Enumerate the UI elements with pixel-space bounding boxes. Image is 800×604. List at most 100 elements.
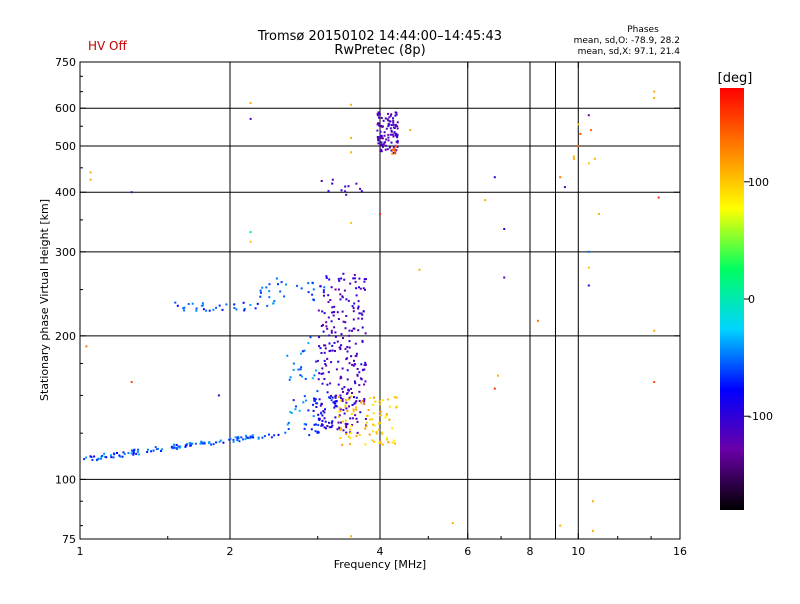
data-point <box>287 428 290 430</box>
data-point <box>381 145 384 148</box>
data-point <box>340 396 342 399</box>
data-point <box>388 418 391 421</box>
data-point <box>292 399 295 402</box>
data-point <box>299 368 302 371</box>
data-point <box>363 383 366 386</box>
data-point <box>249 435 252 438</box>
data-point <box>173 443 175 446</box>
data-point <box>273 434 276 437</box>
data-point <box>328 421 330 424</box>
data-point <box>202 442 205 445</box>
data-point <box>326 357 329 360</box>
y-tick-label: 500 <box>55 140 76 153</box>
data-point <box>322 372 325 375</box>
data-point <box>122 451 125 454</box>
data-point <box>359 287 362 290</box>
data-point <box>289 410 292 413</box>
data-point <box>388 116 391 119</box>
data-point <box>345 399 348 401</box>
data-point <box>311 377 314 380</box>
data-point <box>339 429 342 432</box>
data-point <box>337 318 340 320</box>
data-point <box>388 405 391 408</box>
data-point <box>395 396 398 399</box>
y-tick-label: 300 <box>55 246 76 259</box>
data-point <box>345 407 348 410</box>
data-point <box>341 295 344 298</box>
data-point <box>286 354 289 357</box>
data-point <box>371 439 374 442</box>
data-point <box>340 277 343 280</box>
data-point <box>173 446 176 449</box>
data-point <box>559 524 562 527</box>
data-point <box>233 307 236 309</box>
data-point <box>347 389 350 392</box>
data-point <box>137 448 140 451</box>
x-axis: 1 2 4 6 8 10 16 <box>77 62 687 558</box>
data-point <box>340 189 343 192</box>
data-point <box>315 360 318 363</box>
data-point <box>160 448 163 451</box>
data-point <box>358 390 361 393</box>
data-point <box>351 305 354 308</box>
data-point <box>653 90 656 93</box>
data-point <box>394 150 397 153</box>
data-point <box>327 371 330 374</box>
data-point <box>323 351 326 354</box>
data-point <box>89 171 92 174</box>
data-point <box>350 387 352 390</box>
data-point <box>243 308 246 311</box>
data-point <box>242 301 245 304</box>
data-point <box>392 152 395 154</box>
data-point <box>333 311 336 313</box>
data-point <box>333 402 336 405</box>
data-point <box>332 401 335 404</box>
data-point <box>345 424 348 427</box>
data-point <box>312 403 315 406</box>
data-point <box>329 299 332 301</box>
data-point <box>391 152 394 155</box>
data-point <box>364 418 367 420</box>
x-tick-label: 4 <box>377 545 384 558</box>
data-point <box>338 346 341 349</box>
data-point <box>188 442 191 444</box>
data-point <box>103 452 106 455</box>
data-point <box>361 317 364 320</box>
data-point <box>503 228 506 230</box>
data-point <box>484 199 487 202</box>
data-point <box>396 136 399 139</box>
data-point <box>346 369 349 372</box>
colorbar-label: [deg] <box>718 71 753 86</box>
data-point <box>358 286 360 289</box>
data-point <box>334 416 337 419</box>
data-point <box>318 336 321 339</box>
data-point <box>154 446 157 449</box>
data-point <box>377 142 380 145</box>
data-point <box>290 411 293 414</box>
data-point <box>229 437 232 440</box>
data-point <box>394 442 396 445</box>
colorbar-gradient <box>720 88 744 510</box>
x-tick-label: 6 <box>464 545 471 558</box>
data-point <box>323 286 326 289</box>
data-point <box>295 405 297 408</box>
data-point <box>307 291 310 294</box>
data-point <box>304 377 307 380</box>
data-point <box>354 414 357 417</box>
data-point <box>375 432 378 435</box>
data-point <box>350 425 353 427</box>
data-point <box>383 141 386 144</box>
data-point <box>330 361 333 364</box>
data-point <box>357 300 360 303</box>
data-point <box>503 276 506 279</box>
data-point <box>384 144 387 147</box>
data-point <box>389 114 392 117</box>
data-point <box>363 278 366 281</box>
data-point <box>101 454 104 457</box>
colorbar-tick-label: -100 <box>748 410 773 423</box>
data-point <box>346 350 349 353</box>
data-point <box>396 121 399 124</box>
data-point <box>342 409 345 411</box>
y-tick-label: 600 <box>55 102 76 115</box>
y-tick-label: 75 <box>62 533 76 546</box>
